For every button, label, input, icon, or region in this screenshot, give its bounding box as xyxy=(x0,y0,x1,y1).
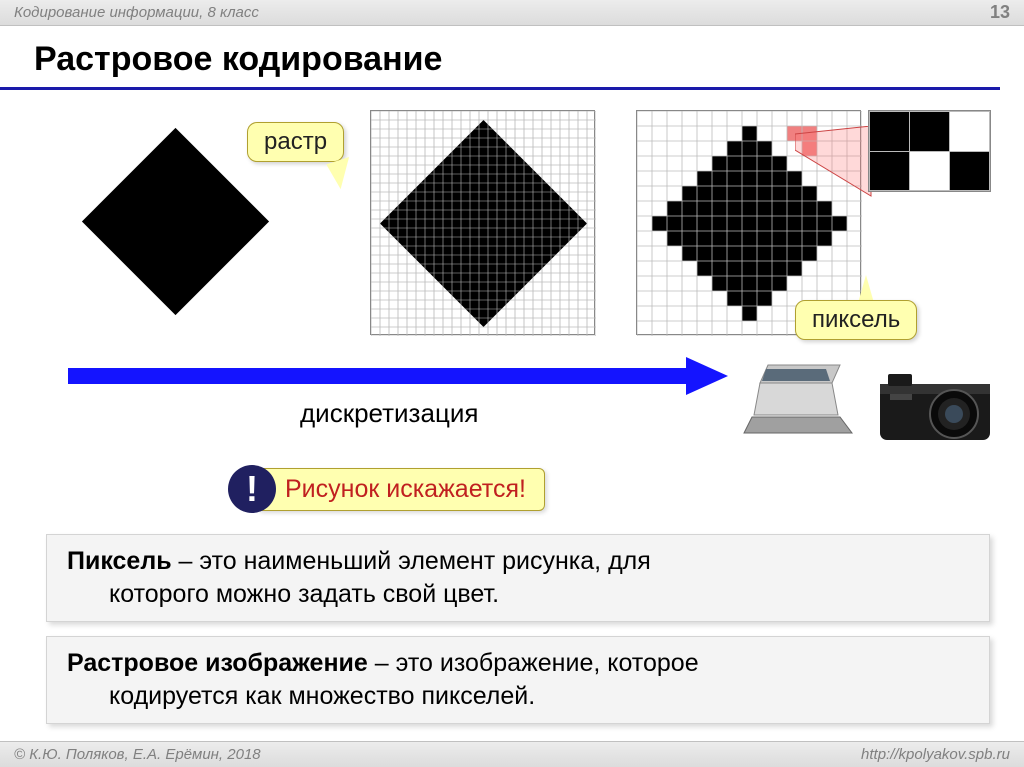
page-number: 13 xyxy=(990,2,1010,23)
camera-icon xyxy=(876,370,994,448)
diagram-area: растр пиксель дискретизация xyxy=(0,100,1024,420)
callout-raster: растр xyxy=(247,122,344,162)
def-raster-l1: – это изображение, которое xyxy=(368,649,699,677)
def-raster-l2: кодируется как множество пикселей. xyxy=(67,680,973,713)
page-title: Растровое кодирование xyxy=(0,26,1000,90)
warning-row: ! Рисунок искажается! xyxy=(228,465,545,513)
warning-mark: ! xyxy=(246,468,258,510)
zoom-inset xyxy=(868,110,991,192)
def-pixel-l1: – это наименьший элемент рисунка, для xyxy=(172,547,651,575)
def-raster-term: Растровое изображение xyxy=(67,649,368,677)
callout-pixel-label: пиксель xyxy=(812,306,900,333)
smooth-diamond xyxy=(78,124,273,319)
arrow-label: дискретизация xyxy=(300,398,478,429)
warning-text: Рисунок искажается! xyxy=(256,468,545,511)
footer-bar: © К.Ю. Поляков, Е.А. Ерёмин, 2018 http:/… xyxy=(0,741,1024,767)
scanner-icon xyxy=(740,355,860,445)
fine-grid xyxy=(370,110,595,335)
header-topic: Кодирование информации, 8 класс xyxy=(14,4,259,21)
callout-pixel-tail xyxy=(858,275,874,303)
header-bar: Кодирование информации, 8 класс 13 xyxy=(0,0,1024,26)
footer-url: http://kpolyakov.spb.ru xyxy=(861,746,1010,763)
footer-authors: © К.Ю. Поляков, Е.А. Ерёмин, 2018 xyxy=(14,746,261,763)
callout-raster-label: растр xyxy=(264,128,327,155)
definition-pixel: Пиксель – это наименьший элемент рисунка… xyxy=(46,534,990,622)
def-pixel-l2: которого можно задать свой цвет. xyxy=(67,578,973,611)
callout-raster-tail xyxy=(326,157,357,191)
callout-pixel: пиксель xyxy=(795,300,917,340)
def-pixel-term: Пиксель xyxy=(67,547,172,575)
discretization-arrow xyxy=(68,357,728,395)
warning-icon: ! xyxy=(228,465,276,513)
definition-raster-image: Растровое изображение – это изображение,… xyxy=(46,636,990,724)
definitions: Пиксель – это наименьший элемент рисунка… xyxy=(0,534,1024,738)
